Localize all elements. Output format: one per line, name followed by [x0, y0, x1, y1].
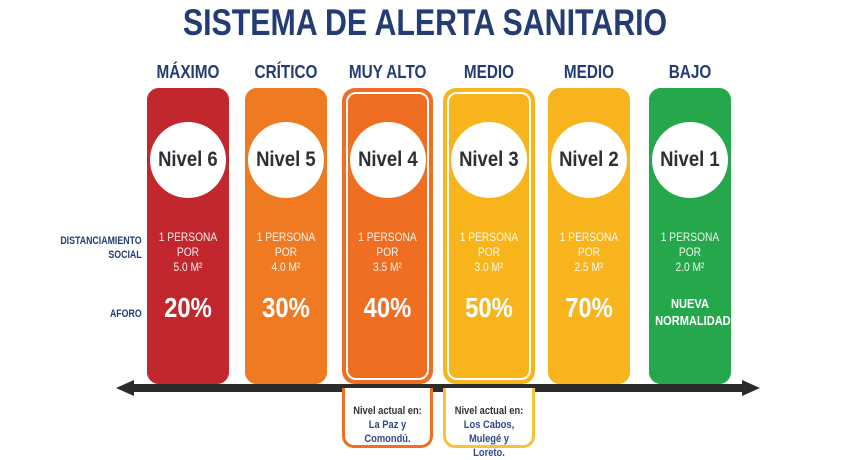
note-places: Los Cabos, — [463, 419, 515, 431]
capacity-value: 50% — [465, 292, 513, 323]
row-label-aforo: AFORO — [110, 308, 142, 320]
level-label: Nivel 3 — [459, 148, 519, 171]
level-badge: Nivel 2 — [551, 122, 627, 198]
level-card: Nivel 1 1 PERSONA POR 2.0 M² NUEVA NORMAL… — [649, 88, 731, 384]
social-distance-line: 1 PERSONA POR — [459, 230, 519, 259]
social-distance-value: 3.0 M² — [474, 260, 504, 274]
level-header: CRÍTICO — [254, 62, 318, 82]
note-heading: Nivel actual en: — [353, 405, 422, 417]
level-column: MEDIO Nivel 3 1 PERSONA POR 3.0 M² 50% — [443, 62, 535, 384]
level-label: Nivel 6 — [158, 148, 218, 171]
social-distance-value: 2.0 M² — [675, 260, 705, 274]
level-badge: Nivel 6 — [150, 122, 226, 198]
social-distance-value: 2.5 M² — [574, 260, 604, 274]
social-distance: 1 PERSONA POR 3.5 M² — [349, 230, 426, 275]
note-heading: Nivel actual en: — [454, 405, 524, 417]
social-distance-line: 1 PERSONA POR — [358, 230, 417, 259]
capacity-value: 70% — [565, 292, 613, 323]
level-label: Nivel 5 — [256, 148, 316, 171]
note-places: Comondú. — [364, 433, 411, 445]
social-distance: 1 PERSONA POR 4.0 M² — [251, 230, 321, 275]
level-badge: Nivel 4 — [349, 122, 426, 198]
social-distance: 1 PERSONA POR 2.0 M² — [655, 230, 725, 275]
social-distance-line: 1 PERSONA POR — [660, 230, 720, 259]
level-badge: Nivel 1 — [652, 122, 728, 198]
level-badge: Nivel 5 — [248, 122, 324, 198]
social-distance: 1 PERSONA POR 2.5 M² — [554, 230, 624, 275]
current-level-note: Nivel actual en: La Paz y Comondú. — [342, 388, 433, 448]
level-label: Nivel 2 — [559, 148, 619, 171]
note-places: Mulegé y Loreto. — [468, 433, 510, 459]
social-distance: 1 PERSONA POR 3.0 M² — [450, 230, 528, 275]
social-distance-value: 4.0 M² — [271, 260, 301, 274]
level-card: Nivel 2 1 PERSONA POR 2.5 M² 70% — [548, 88, 630, 384]
level-column: MUY ALTO Nivel 4 1 PERSONA POR 3.5 M² 40% — [342, 62, 433, 384]
note-places: La Paz y — [368, 419, 407, 431]
level-label: Nivel 4 — [357, 148, 418, 171]
level-column: CRÍTICO Nivel 5 1 PERSONA POR 4.0 M² 30% — [245, 62, 327, 384]
level-card: Nivel 3 1 PERSONA POR 3.0 M² 50% — [443, 88, 535, 384]
two-headed-arrow — [116, 380, 760, 396]
current-level-note: Nivel actual en: Los Cabos, Mulegé y Loret… — [443, 388, 535, 459]
level-card: Nivel 5 1 PERSONA POR 4.0 M² 30% — [245, 88, 327, 384]
level-header: MUY ALTO — [348, 62, 427, 82]
level-label: Nivel 1 — [660, 148, 720, 171]
level-column: BAJO Nivel 1 1 PERSONA POR 2.0 M² NUEVA N… — [649, 62, 731, 384]
level-header: MEDIO — [563, 62, 615, 82]
social-distance-line: 1 PERSONA POR — [158, 230, 218, 259]
page-title: SISTEMA DE ALERTA SANITARIO — [182, 2, 668, 43]
level-header: MÁXIMO — [156, 62, 220, 82]
level-header: MEDIO — [463, 62, 515, 82]
level-card: Nivel 6 1 PERSONA POR 5.0 M² 20% — [147, 88, 229, 384]
capacity-value: 30% — [262, 292, 310, 323]
social-distance: 1 PERSONA POR 5.0 M² — [153, 230, 223, 275]
social-distance-value: 5.0 M² — [173, 260, 203, 274]
level-column: MÁXIMO Nivel 6 1 PERSONA POR 5.0 M² 20% — [147, 62, 229, 384]
capacity-value: NUEVA NORMALIDAD — [655, 296, 731, 328]
level-column: MEDIO Nivel 2 1 PERSONA POR 2.5 M² 70% — [548, 62, 630, 384]
capacity-value: 40% — [363, 292, 412, 323]
level-badge: Nivel 3 — [451, 122, 527, 198]
level-header: BAJO — [668, 62, 712, 82]
social-distance-line: 1 PERSONA POR — [256, 230, 316, 259]
level-card: Nivel 4 1 PERSONA POR 3.5 M² 40% — [342, 88, 433, 384]
row-label-distanciamiento: DISTANCIAMIENTO SOCIAL — [60, 235, 142, 261]
social-distance-value: 3.5 M² — [373, 260, 402, 274]
capacity-value: 20% — [164, 292, 212, 323]
social-distance-line: 1 PERSONA POR — [559, 230, 619, 259]
